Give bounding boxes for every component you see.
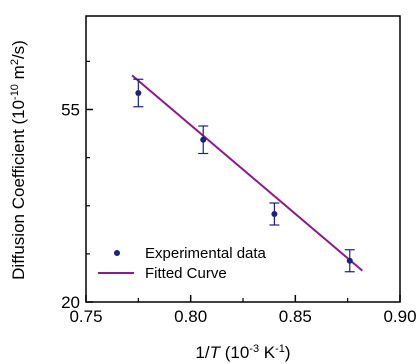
- legend-label-experimental: Experimental data: [145, 245, 267, 262]
- data-point: [200, 136, 207, 143]
- y-axis-label: Diffusion Coefficient (10-10 m2/s): [9, 40, 28, 280]
- data-point-group: [198, 125, 209, 155]
- series-layer: [131, 74, 363, 273]
- legend: Experimental data Fitted Curve: [98, 245, 267, 282]
- x-axis: 0.75 0.80 0.85 0.90: [69, 295, 417, 326]
- x-tick-label: 0.85: [279, 307, 312, 326]
- legend-label-fitted: Fitted Curve: [145, 265, 227, 282]
- x-axis-label: 1/T (10-3 K-1): [195, 343, 290, 362]
- data-point-group: [344, 249, 355, 273]
- fitted-curve-line: [131, 74, 363, 272]
- data-point: [271, 211, 278, 217]
- data-point: [346, 257, 353, 264]
- x-tick-label: 0.90: [383, 307, 416, 326]
- y-tick-label: 20: [61, 293, 80, 312]
- legend-marker-experimental: [114, 250, 120, 256]
- y-tick-label: 55: [61, 101, 80, 120]
- data-point: [135, 90, 142, 96]
- x-tick-label: 0.75: [69, 307, 102, 326]
- data-point-group: [269, 202, 280, 226]
- x-tick-label: 0.80: [174, 307, 207, 326]
- data-point-group: [133, 78, 144, 108]
